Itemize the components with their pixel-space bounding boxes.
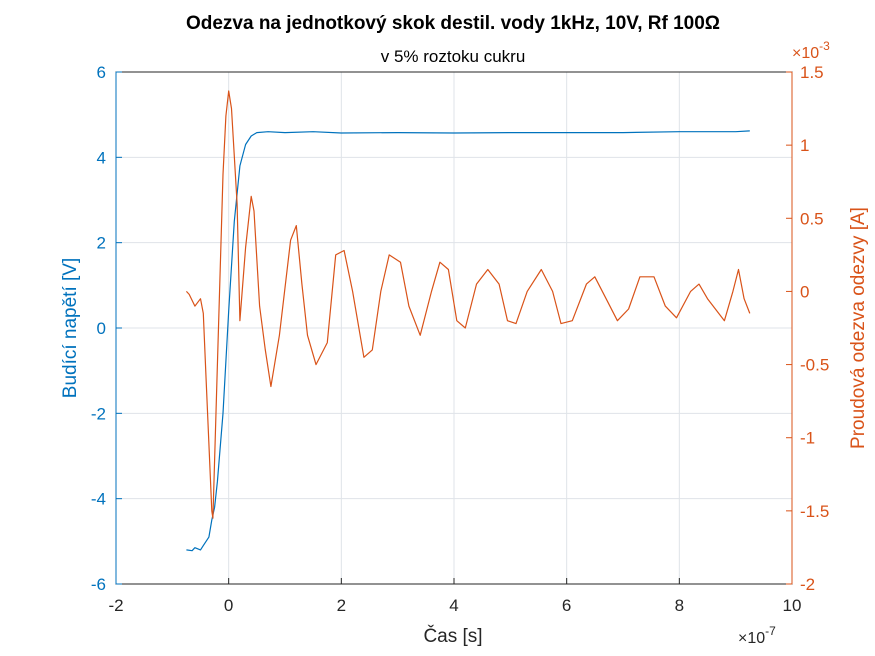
x-exponent-power: -7 — [765, 624, 776, 638]
grid — [115, 71, 793, 585]
x-tick-label: 8 — [675, 596, 684, 615]
chart-subtitle: v 5% roztoku cukru — [381, 47, 526, 66]
y-right-tick-label: 0 — [800, 282, 809, 301]
y-right-tick-label: 1 — [800, 136, 809, 155]
x-exponent: ×10-7 — [738, 624, 776, 647]
y-right-tick-label: -1.5 — [800, 502, 829, 521]
current-response-line — [185, 90, 751, 519]
y-right-tick-label: 1.5 — [800, 63, 824, 82]
x-tick-label: 4 — [449, 596, 458, 615]
y-right-tick-label: -0.5 — [800, 356, 829, 375]
y-right-exponent-base: ×10 — [792, 45, 819, 62]
plot-series — [185, 90, 751, 552]
y-left-tick-label: -6 — [91, 575, 106, 594]
y-left-tick-label: 4 — [97, 148, 106, 167]
y-left-axis-label: Budící napětí [V] — [60, 258, 81, 398]
x-tick-label: -2 — [108, 596, 123, 615]
x-tick-label: 10 — [783, 596, 802, 615]
y-left-tick-label: 6 — [97, 63, 106, 82]
y-right-exponent-power: -3 — [819, 39, 830, 53]
y-right-tick-label: -2 — [800, 575, 815, 594]
y-left-tick-label: -4 — [91, 490, 106, 509]
y-left-tick-label: 2 — [97, 234, 106, 253]
y-right-tick-label: -1 — [800, 429, 815, 448]
y-right-tick-label: 0.5 — [800, 209, 824, 228]
x-tick-label: 6 — [562, 596, 571, 615]
x-axis-label: Čas [s] — [423, 625, 482, 647]
y-left-tick-label: 0 — [97, 319, 106, 338]
voltage-step-line — [186, 130, 750, 552]
tick-labels: -2 0 2 4 6 8 10 -6 -4 -2 0 2 4 6 -2 -1.5 -1 -0.5 0 0.5 1 1.5 — [91, 63, 829, 615]
x-tick-label: 0 — [224, 596, 233, 615]
x-exponent-base: ×10 — [738, 630, 765, 647]
tick-marks — [115, 71, 793, 585]
x-tick-label: 2 — [337, 596, 346, 615]
chart-title: Odezva na jednotkový skok destil. vody 1… — [186, 13, 720, 34]
y-right-exponent: ×10-3 — [792, 39, 830, 62]
y-right-axis-label: Proudová odezva odezvy [A] — [848, 207, 869, 449]
y-left-tick-label: -2 — [91, 404, 106, 423]
